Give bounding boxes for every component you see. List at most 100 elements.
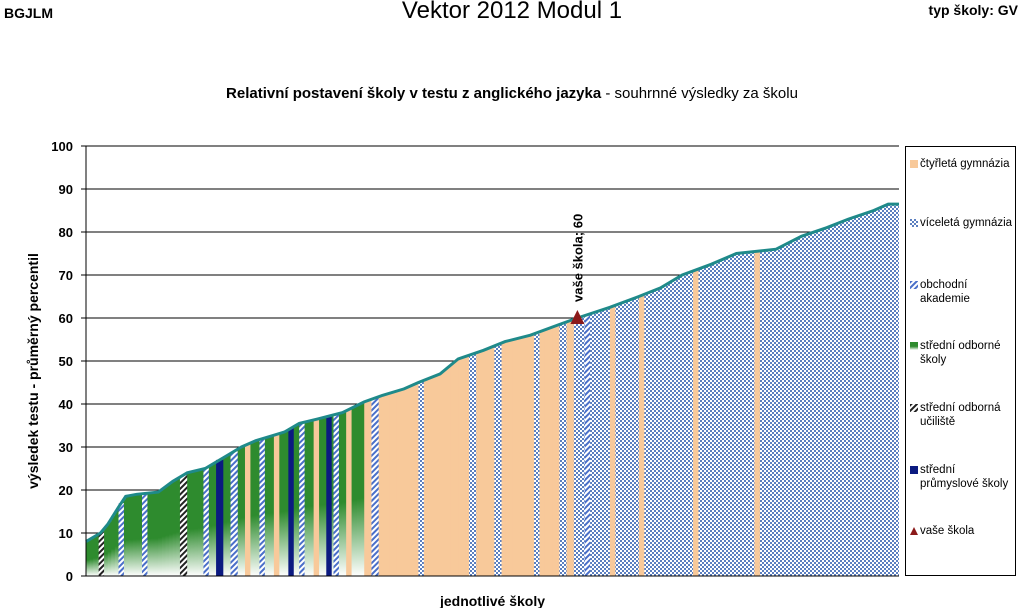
school-bar [696, 268, 701, 576]
school-bar [129, 495, 134, 576]
school-bar-ctyrleta [638, 295, 645, 576]
school-bar [689, 271, 694, 576]
school-bar [89, 538, 94, 576]
school-bar [512, 339, 517, 576]
school-bar [678, 276, 683, 576]
school-bar [360, 402, 365, 576]
school-bar [660, 286, 665, 576]
school-bar [573, 318, 579, 576]
legend-swatch-obchodni [910, 281, 918, 289]
school-bar [338, 413, 344, 576]
school-bar [161, 488, 167, 576]
school-bar [656, 288, 662, 576]
school-bar [523, 336, 528, 576]
header-left-code: BGJLM [4, 5, 53, 21]
school-bar [595, 311, 600, 576]
school-bar [653, 290, 658, 576]
school-bar [241, 446, 246, 576]
school-bar-prumyslove [288, 428, 294, 576]
school-bar [483, 349, 488, 576]
school-bar [440, 372, 445, 576]
chart-title: Relativní postavení školy v testu z angl… [0, 85, 1024, 102]
legend-swatch-prumyslove [910, 466, 918, 474]
school-bar [284, 430, 289, 576]
school-bar [353, 406, 358, 576]
school-bar [671, 280, 676, 576]
school-bar [407, 386, 412, 576]
school-bar [505, 341, 510, 576]
school-bar [819, 229, 824, 576]
legend-label: střední odborné školy [920, 340, 1001, 366]
y-tick-label: 40 [59, 397, 73, 412]
school-bar [790, 240, 795, 576]
school-bar [349, 408, 354, 576]
school-bar [385, 393, 391, 576]
school-bar [581, 316, 586, 576]
x-axis-label: jednotlivé školy [439, 593, 545, 608]
school-bar [537, 331, 542, 576]
school-bar [125, 496, 130, 576]
school-bar [895, 204, 899, 576]
school-bar [721, 258, 727, 576]
school-bar [555, 325, 560, 576]
legend-item-ctyrleta: čtyřletá gymnázia [910, 157, 1014, 171]
school-bar-ctyrleta [566, 320, 574, 576]
legend-label: obchodní akademie [920, 279, 970, 305]
y-axis-label: výsledek testu - průměrný percentil [25, 253, 41, 489]
school-bar [552, 326, 557, 576]
school-bar [403, 388, 409, 576]
school-bar [151, 492, 156, 576]
school-bar [758, 250, 763, 576]
y-tick-label: 100 [51, 139, 73, 154]
school-bar [154, 492, 159, 576]
school-bar-obchodni [118, 503, 124, 576]
school-bar-viceleta [418, 381, 424, 576]
school-bar-ctyrleta [346, 409, 352, 576]
school-bar-ctyrleta [754, 251, 760, 576]
school-bar [425, 378, 430, 576]
school-bar [732, 254, 737, 576]
school-bar-sou [179, 474, 188, 576]
y-tick-label: 30 [59, 440, 73, 455]
school-bar [526, 335, 532, 576]
school-bar [248, 442, 253, 576]
school-bar [544, 329, 550, 576]
school-bar [310, 420, 315, 576]
school-bar [750, 251, 756, 576]
school-bar [815, 230, 821, 576]
school-bar [833, 224, 839, 576]
school-bar [646, 292, 651, 576]
school-bar [873, 209, 878, 576]
school-bar [685, 272, 691, 576]
header-title: Vektor 2012 Modul 1 [401, 0, 623, 24]
school-bar [559, 323, 564, 576]
your-school-marker [570, 310, 585, 324]
school-bar [450, 363, 456, 576]
school-bar [281, 432, 286, 576]
school-bar [454, 360, 459, 576]
school-bar [624, 301, 629, 576]
school-bar-obchodni [371, 397, 379, 576]
school-bar [628, 299, 633, 576]
school-bar [664, 284, 669, 576]
school-bar [747, 252, 752, 576]
y-tick-label: 60 [59, 311, 73, 326]
school-bar [357, 404, 362, 576]
school-bar [703, 266, 709, 576]
school-bar [476, 352, 481, 576]
school-bar [837, 222, 842, 576]
school-bar [761, 250, 766, 576]
legend-item-sou: střední odborná učiliště [910, 401, 1014, 429]
school-bar [165, 485, 170, 576]
school-bar [237, 448, 242, 576]
school-bar [801, 235, 806, 576]
y-tick-label: 0 [66, 569, 73, 584]
school-bar-ctyrleta [244, 444, 251, 576]
school-bar [617, 303, 622, 576]
y-tick-label: 80 [59, 225, 73, 240]
school-bar [226, 454, 232, 576]
school-bar [436, 374, 441, 576]
legend-swatch-vase [910, 527, 918, 535]
school-bar-obchodni [333, 414, 339, 576]
school-bar [263, 437, 268, 576]
